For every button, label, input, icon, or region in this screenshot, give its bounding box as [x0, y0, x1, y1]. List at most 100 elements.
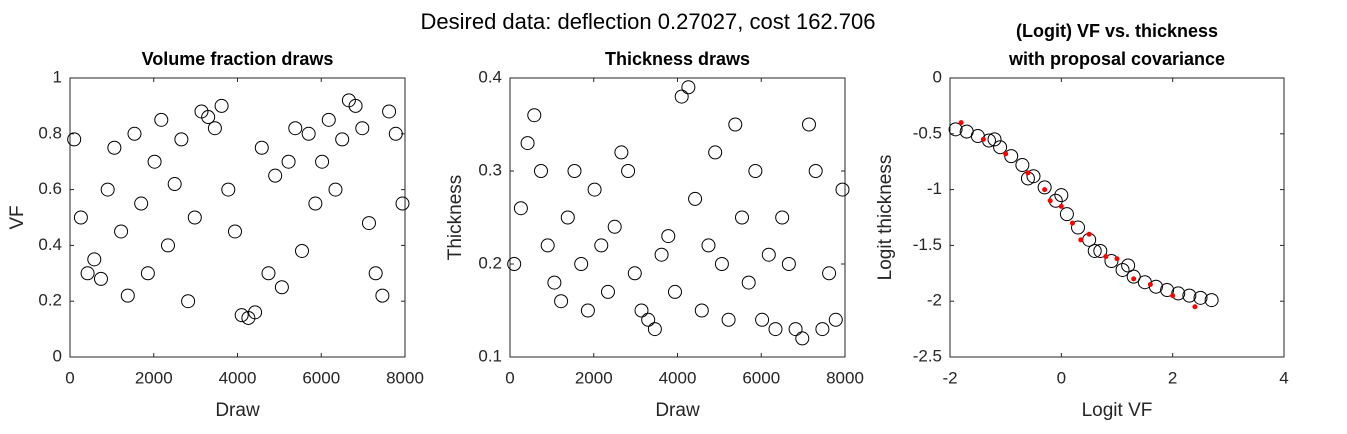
- x-tick-label: 6000: [302, 368, 340, 387]
- point: [1182, 288, 1197, 303]
- point: [80, 266, 95, 281]
- y-tick-label: 0.1: [478, 346, 502, 365]
- point: [661, 229, 676, 244]
- point: [234, 308, 249, 323]
- x-tick-label: 4000: [659, 368, 697, 387]
- point: [67, 132, 82, 147]
- point: [274, 280, 289, 295]
- point: [261, 266, 276, 281]
- y-tick-label: -1: [927, 179, 942, 198]
- point: [73, 210, 88, 225]
- point: [755, 312, 770, 327]
- y-tick-label: 0.4: [38, 235, 62, 254]
- y-tick-label: 0: [53, 346, 62, 365]
- point: [1204, 293, 1219, 308]
- point: [107, 140, 122, 155]
- point: [355, 121, 370, 136]
- y-tick-label: 0.2: [38, 291, 62, 310]
- x-tick-label: 0: [65, 368, 74, 387]
- point: [1042, 187, 1048, 193]
- point: [1126, 269, 1141, 284]
- point: [741, 275, 756, 290]
- point: [221, 182, 236, 197]
- point: [627, 266, 642, 281]
- chart-title: (Logit) VF vs. thickness: [1016, 21, 1218, 41]
- point: [948, 122, 963, 137]
- point: [681, 80, 696, 95]
- y-tick-label: 0.8: [38, 123, 62, 142]
- point: [361, 216, 376, 231]
- point: [1103, 254, 1109, 260]
- point: [775, 210, 790, 225]
- point: [120, 288, 135, 303]
- point: [174, 132, 189, 147]
- y-tick-label: 0.4: [478, 67, 502, 86]
- point: [375, 288, 390, 303]
- point: [828, 312, 843, 327]
- point: [1121, 258, 1136, 273]
- point: [1170, 293, 1176, 299]
- y-tick-label: -2: [927, 291, 942, 310]
- point: [1058, 203, 1064, 209]
- point: [315, 154, 330, 169]
- chart-title: Thickness draws: [605, 49, 750, 69]
- point: [114, 224, 129, 239]
- point: [734, 210, 749, 225]
- point: [1003, 151, 1009, 157]
- y-tick-label: -1.5: [913, 235, 942, 254]
- point: [87, 252, 102, 267]
- point: [1114, 256, 1120, 262]
- point: [187, 210, 202, 225]
- point: [127, 126, 142, 141]
- y-tick-label: 0.3: [478, 160, 502, 179]
- point: [1069, 220, 1075, 226]
- point: [594, 238, 609, 253]
- x-tick-label: 8000: [386, 368, 424, 387]
- point: [768, 322, 783, 337]
- point: [167, 177, 182, 192]
- point: [1071, 220, 1086, 235]
- point: [714, 257, 729, 271]
- point: [154, 112, 169, 127]
- point: [1147, 281, 1153, 287]
- point: [600, 284, 615, 299]
- point: [1086, 231, 1092, 237]
- point: [1193, 290, 1208, 305]
- y-tick-label: 0.6: [38, 179, 62, 198]
- point: [1026, 169, 1041, 184]
- point: [308, 196, 323, 211]
- x-tick-label: 0: [1057, 368, 1066, 387]
- point: [288, 121, 303, 136]
- point: [634, 303, 649, 318]
- point: [694, 303, 709, 318]
- point: [667, 284, 682, 299]
- point: [688, 191, 703, 206]
- point: [781, 257, 796, 271]
- point: [1078, 237, 1084, 243]
- point: [540, 238, 555, 253]
- point: [1131, 276, 1137, 282]
- point: [708, 145, 723, 160]
- axes-box: [949, 77, 1285, 358]
- x-tick-label: 8000: [826, 368, 864, 387]
- chart-title: Volume fraction draws: [142, 49, 334, 69]
- point: [993, 140, 1008, 155]
- point: [294, 243, 309, 258]
- point: [100, 182, 115, 197]
- point: [1037, 180, 1052, 195]
- point: [301, 126, 316, 141]
- point: [533, 164, 548, 178]
- point: [140, 266, 155, 281]
- point: [567, 164, 582, 178]
- point: [134, 196, 149, 211]
- point: [987, 132, 1002, 147]
- x-tick-label: 4000: [219, 368, 257, 387]
- point: [281, 154, 296, 169]
- y-tick-label: 0: [933, 67, 942, 86]
- point: [614, 145, 629, 160]
- point: [801, 117, 816, 132]
- point: [348, 98, 363, 113]
- point: [554, 294, 569, 309]
- point: [248, 305, 263, 320]
- point: [560, 210, 575, 225]
